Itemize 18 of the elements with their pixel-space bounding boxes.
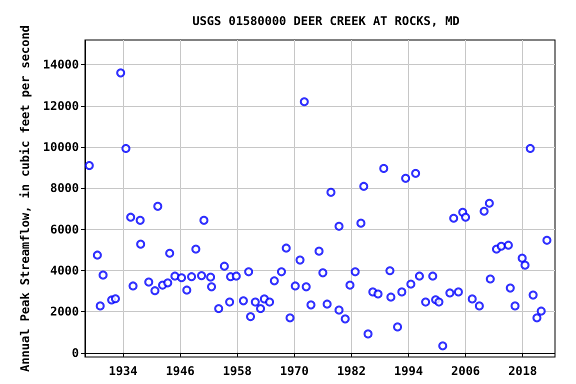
x-tick-label: 2018 — [508, 364, 538, 378]
y-tick-label: 10000 — [42, 140, 79, 154]
y-tick-label: 14000 — [42, 58, 79, 72]
y-tick-label: 4000 — [50, 264, 79, 278]
y-axis-title: Annual Peak Streamflow, in cubic feet per second — [18, 25, 32, 372]
x-tick-label: 1958 — [222, 364, 252, 378]
y-tick-label: 8000 — [50, 181, 79, 196]
x-tick-label: 1982 — [336, 364, 366, 378]
y-tick-label: 6000 — [50, 222, 79, 236]
x-tick-label: 1994 — [394, 364, 423, 378]
x-tick-label: 2006 — [451, 364, 480, 378]
chart-title: USGS 01580000 DEER CREEK AT ROCKS, MD — [192, 14, 460, 28]
x-tick-label: 1934 — [108, 364, 138, 378]
y-tick-label: 0 — [72, 346, 79, 360]
y-tick-label: 12000 — [42, 98, 79, 113]
x-tick-label: 1946 — [166, 364, 195, 378]
x-tick-label: 1970 — [280, 364, 309, 378]
y-tick-label: 2000 — [50, 304, 79, 319]
